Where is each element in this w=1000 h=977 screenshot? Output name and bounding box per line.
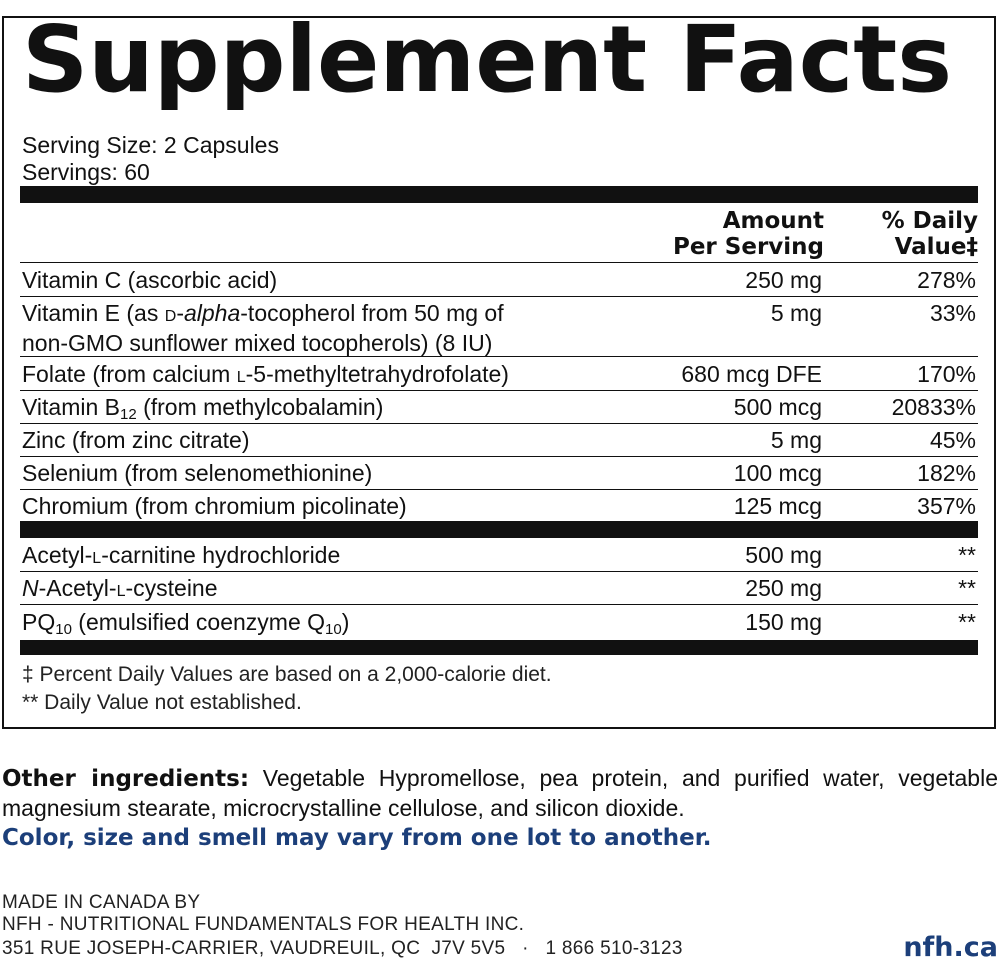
divider [20, 489, 978, 490]
manufacturer-name: NFH - NUTRITIONAL FUNDAMENTALS FOR HEALT… [2, 914, 525, 935]
lot-variation-notice: Color, size and smell may vary from one … [2, 825, 712, 851]
divider [20, 356, 978, 357]
divider [20, 456, 978, 457]
other-ingredients-label: Other ingredients: [2, 766, 250, 792]
divider [20, 296, 978, 297]
thick-divider-middle [20, 521, 978, 538]
thick-divider-top [20, 186, 978, 203]
panel-title: Supplement Facts [22, 6, 952, 113]
footnote-daily-value-basis: ‡ Percent Daily Values are based on a 2,… [22, 663, 552, 686]
other-ingredients: Other ingredients: Vegetable Hypromellos… [2, 764, 998, 823]
footnote-not-established: ** Daily Value not established. [22, 691, 302, 714]
divider [20, 262, 978, 263]
divider [20, 571, 978, 572]
serving-size: Serving Size: 2 Capsules [22, 132, 279, 158]
website-link[interactable]: nfh.ca [903, 932, 998, 963]
manufacturer-address: 351 RUE JOSEPH-CARRIER, VAUDREUIL, QC J7… [2, 938, 683, 959]
daily-value-header: % Daily Value‡ [881, 208, 978, 260]
divider [20, 390, 978, 391]
servings-count: Servings: 60 [22, 159, 150, 185]
other-ingredients-text: Vegetable Hypromellose, pea protein, and… [2, 765, 998, 821]
divider [20, 604, 978, 605]
thick-divider-bottom [20, 640, 978, 655]
supplement-facts-panel: Supplement Facts Serving Size: 2 Capsule… [2, 6, 996, 729]
amount-header: Amount Per Serving [672, 208, 824, 260]
manufacturer-line-1: MADE IN CANADA BY [2, 892, 201, 913]
divider [20, 423, 978, 424]
